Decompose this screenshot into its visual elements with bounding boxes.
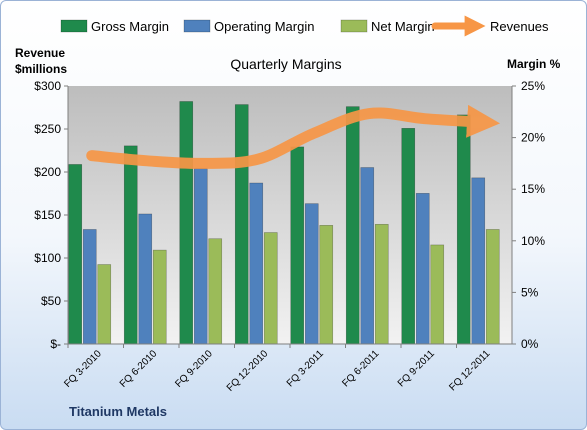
- right-tick-label: 10%: [521, 234, 545, 248]
- bar-net-margin-1: [97, 264, 112, 345]
- x-tick-label: FQ 9-2010: [173, 348, 215, 390]
- bar-gross-margin-1: [68, 164, 83, 345]
- left-tick-label: $300: [34, 79, 61, 93]
- bar-net-margin-4: [263, 232, 278, 345]
- right-tick-label: 0%: [521, 337, 539, 351]
- x-tick-label: FQ 6-2011: [340, 348, 381, 389]
- bar-net-margin-8: [485, 229, 500, 345]
- bar-net-margin-6: [374, 223, 389, 345]
- x-tick-label: FQ 3-2011: [285, 348, 326, 389]
- bar-gross-margin-4: [234, 104, 249, 345]
- legend-swatch-operating-margin: [183, 19, 211, 33]
- company-name: Titanium Metals: [69, 404, 167, 419]
- legend-label-net-margin: Net Margin: [371, 19, 435, 34]
- bar-net-margin-5: [319, 225, 334, 345]
- x-tick-label: FQ 3-2010: [62, 348, 104, 390]
- left-axis-title-line2: $millions: [15, 62, 67, 76]
- revenue-line-layer: [86, 104, 501, 169]
- legend-label-revenues: Revenues: [490, 19, 549, 34]
- bar-operating-margin-1: [82, 229, 97, 345]
- left-axis-title-line1: Revenue: [15, 46, 65, 60]
- left-tick-label: $50: [41, 294, 61, 308]
- left-tick-label: $100: [34, 251, 61, 265]
- bar-gross-margin-5: [290, 146, 305, 345]
- x-tick-label: FQ 12-2011: [447, 348, 492, 393]
- bar-gross-margin-3: [179, 101, 194, 345]
- right-tick-label: 25%: [521, 79, 545, 93]
- left-tick-label: $-: [50, 337, 61, 351]
- left-tick-label: $200: [34, 165, 61, 179]
- x-tick-label: FQ 9-2011: [396, 348, 437, 389]
- bar-net-margin-3: [208, 238, 223, 345]
- bar-operating-margin-7: [415, 193, 430, 345]
- right-tick-label: 15%: [521, 182, 545, 196]
- bar-operating-margin-6: [360, 167, 375, 345]
- x-tick-label: FQ 12-2010: [225, 348, 271, 394]
- left-tick-label: $150: [34, 208, 61, 222]
- bar-gross-margin-8: [456, 114, 471, 345]
- legend-label-gross-margin: Gross Margin: [91, 19, 169, 34]
- bar-operating-margin-5: [304, 203, 319, 345]
- left-tick-label: $250: [34, 122, 61, 136]
- legend-swatch-net-margin: [340, 19, 368, 33]
- bar-net-margin-2: [152, 249, 167, 345]
- right-axis-title: Margin %: [507, 57, 561, 71]
- bar-operating-margin-8: [471, 177, 486, 345]
- chart-title: Quarterly Margins: [230, 56, 341, 72]
- legend: Gross Margin Operating Margin Net Margin Re…: [60, 15, 549, 37]
- legend-swatch-gross-margin: [60, 19, 88, 33]
- right-tick-label: 20%: [521, 131, 545, 145]
- bar-gross-margin-6: [345, 106, 360, 345]
- series-line-revenues: [86, 104, 501, 169]
- bar-operating-margin-4: [249, 182, 264, 345]
- bar-gross-margin-2: [123, 145, 138, 345]
- bar-operating-margin-2: [138, 213, 153, 345]
- bar-operating-margin-3: [193, 168, 208, 345]
- right-tick-label: 5%: [521, 285, 539, 299]
- bar-gross-margin-7: [401, 128, 416, 345]
- x-tick-label: FQ 6-2010: [118, 348, 160, 390]
- bar-net-margin-7: [430, 244, 445, 345]
- legend-label-operating-margin: Operating Margin: [214, 19, 314, 34]
